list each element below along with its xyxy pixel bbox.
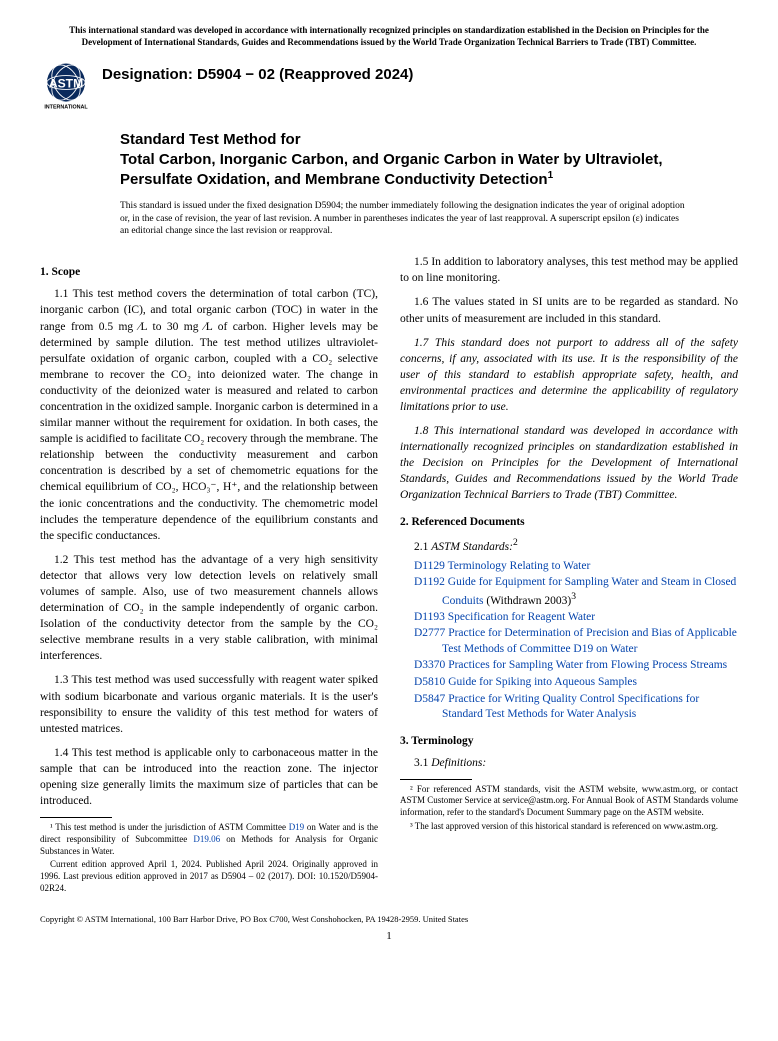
reference-title-link[interactable]: Specification for Reagent Water: [448, 611, 595, 623]
para-1-2: 1.2 This test method has the advantage o…: [40, 552, 378, 665]
footnotes-right: ² For referenced ASTM standards, visit t…: [400, 784, 738, 833]
link-d19-06[interactable]: D19.06: [193, 834, 220, 844]
footnote-rule-left: [40, 817, 112, 818]
title-prefix: Standard Test Method for: [120, 130, 738, 150]
reference-code-link[interactable]: D3370: [414, 659, 445, 671]
header-row: ASTM INTERNATIONAL Designation: D5904 − …: [40, 60, 738, 112]
reference-code-link[interactable]: D1192: [414, 576, 445, 588]
issue-note: This standard is issued under the fixed …: [120, 200, 690, 238]
link-d19[interactable]: D19: [289, 822, 305, 832]
reference-code-link[interactable]: D2777: [414, 627, 445, 639]
reference-code-link[interactable]: D1129: [414, 560, 445, 572]
para-1-7: 1.7 This standard does not purport to ad…: [400, 335, 738, 415]
astm-standards-label: 2.1 ASTM Standards:2: [400, 536, 738, 555]
reference-code-link[interactable]: D1193: [414, 611, 445, 623]
reference-item: D2777 Practice for Determination of Prec…: [414, 626, 738, 657]
para-1-1: 1.1 This test method covers the determin…: [40, 286, 378, 544]
reference-title-link[interactable]: Guide for Spiking into Aqueous Samples: [448, 676, 637, 688]
footnote-rule-right: [400, 779, 472, 780]
para-1-8: 1.8 This international standard was deve…: [400, 423, 738, 503]
scope-heading: 1. Scope: [40, 264, 378, 280]
para-1-3: 1.3 This test method was used successful…: [40, 672, 378, 736]
reference-title-link[interactable]: Practice for Writing Quality Control Spe…: [442, 693, 699, 721]
title-block: Standard Test Method for Total Carbon, I…: [120, 130, 738, 190]
reference-title-link[interactable]: Terminology Relating to Water: [448, 560, 591, 572]
reference-code-link[interactable]: D5847: [414, 693, 445, 705]
reference-title-link[interactable]: Practice for Determination of Precision …: [442, 627, 737, 655]
reference-title-link[interactable]: Practices for Sampling Water from Flowin…: [448, 659, 727, 671]
definitions-label: 3.1 Definitions:: [400, 755, 738, 771]
reference-list: D1129 Terminology Relating to WaterD1192…: [414, 559, 738, 723]
footnotes-left: ¹ This test method is under the jurisdic…: [40, 822, 378, 894]
title-main: Total Carbon, Inorganic Carbon, and Orga…: [120, 150, 738, 190]
copyright-line: Copyright © ASTM International, 100 Barr…: [40, 914, 738, 924]
reference-item: D1192 Guide for Equipment for Sampling W…: [414, 575, 738, 609]
para-1-5: 1.5 In addition to laboratory analyses, …: [400, 254, 738, 286]
reference-item: D5847 Practice for Writing Quality Contr…: [414, 692, 738, 723]
para-1-6: 1.6 The values stated in SI units are to…: [400, 294, 738, 326]
reference-extra: (Withdrawn 2003): [484, 594, 572, 606]
reference-item: D5810 Guide for Spiking into Aqueous Sam…: [414, 675, 738, 691]
reference-code-link[interactable]: D5810: [414, 676, 445, 688]
top-notice: This international standard was develope…: [50, 24, 728, 48]
body-columns: 1. Scope 1.1 This test method covers the…: [40, 254, 738, 896]
reference-item: D1129 Terminology Relating to Water: [414, 559, 738, 575]
reference-item: D3370 Practices for Sampling Water from …: [414, 658, 738, 674]
page: This international standard was develope…: [0, 0, 778, 962]
page-number: 1: [40, 930, 738, 942]
reference-item: D1193 Specification for Reagent Water: [414, 610, 738, 626]
designation: Designation: D5904 − 02 (Reapproved 2024…: [102, 60, 413, 83]
svg-text:INTERNATIONAL: INTERNATIONAL: [44, 105, 88, 111]
astm-logo: ASTM INTERNATIONAL: [40, 60, 92, 112]
right-column: 1.5 In addition to laboratory analyses, …: [400, 254, 738, 896]
para-1-4: 1.4 This test method is applicable only …: [40, 745, 378, 809]
refdocs-heading: 2. Referenced Documents: [400, 514, 738, 530]
terminology-heading: 3. Terminology: [400, 733, 738, 749]
left-column: 1. Scope 1.1 This test method covers the…: [40, 254, 378, 896]
svg-text:ASTM: ASTM: [49, 77, 83, 91]
